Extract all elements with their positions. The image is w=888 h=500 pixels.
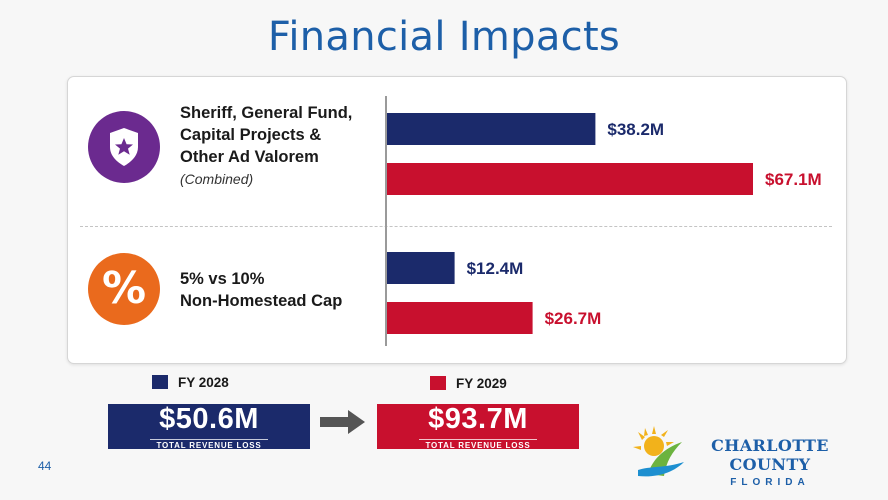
total-value-fy2028: $50.6M <box>159 403 259 435</box>
percent-glyph: % <box>101 263 147 314</box>
total-value-fy2029: $93.7M <box>428 403 528 435</box>
legend-swatch-fy2028 <box>152 375 168 389</box>
category-label-line: Non-Homestead Cap <box>180 292 343 310</box>
bar-fy-2028-cat1 <box>387 113 596 145</box>
total-label-fy2029: TOTAL REVENUE LOSS <box>419 439 537 451</box>
legend-label-fy2028: FY 2028 <box>178 375 229 390</box>
category-label-cap: 5% vs 10% Non-Homestead Cap <box>180 268 342 312</box>
bar-value-label: $26.7M <box>545 309 602 328</box>
bar-value-label: $67.1M <box>765 170 822 189</box>
category-label-line: 5% vs 10% <box>180 270 265 288</box>
arrow-right-icon <box>320 410 365 434</box>
page-number: 44 <box>38 459 52 473</box>
category-label-line: Other Ad Valorem <box>180 148 319 166</box>
legend-label-fy2029: FY 2029 <box>456 376 507 391</box>
legend-swatch-fy2029 <box>430 376 446 390</box>
shield-star-icon <box>88 111 160 183</box>
page-title: Financial Impacts <box>267 14 621 60</box>
bar-value-label: $38.2M <box>607 120 664 139</box>
chart-axis-line <box>385 96 387 346</box>
logo-name: CHARLOTTE COUNTY <box>711 436 829 474</box>
logo-sub: FLORIDA <box>730 477 810 488</box>
percent-icon: % <box>88 253 160 325</box>
total-box-fy2028: $50.6M TOTAL REVENUE LOSS <box>108 403 310 451</box>
bar-value-label: $12.4M <box>467 259 524 278</box>
category-label-note: (Combined) <box>180 171 254 187</box>
category-divider <box>80 226 832 227</box>
bar-fy-2029-cat2 <box>387 302 533 334</box>
bar-fy-2029-cat1 <box>387 163 753 195</box>
category-label-sheriff: Sheriff, General Fund, Capital Projects … <box>180 102 352 190</box>
total-box-fy2029: $93.7M TOTAL REVENUE LOSS <box>377 403 579 451</box>
category-label-line: Sheriff, General Fund, <box>180 104 353 122</box>
charlotte-county-logo-icon <box>633 426 684 477</box>
category-label-line: Capital Projects & <box>180 126 322 144</box>
shield-star-glyph <box>110 128 138 166</box>
bar-fy-2028-cat2 <box>387 252 455 284</box>
total-label-fy2028: TOTAL REVENUE LOSS <box>150 439 268 451</box>
charlotte-county-wordmark: CHARLOTTE COUNTY FLORIDA <box>690 436 850 488</box>
